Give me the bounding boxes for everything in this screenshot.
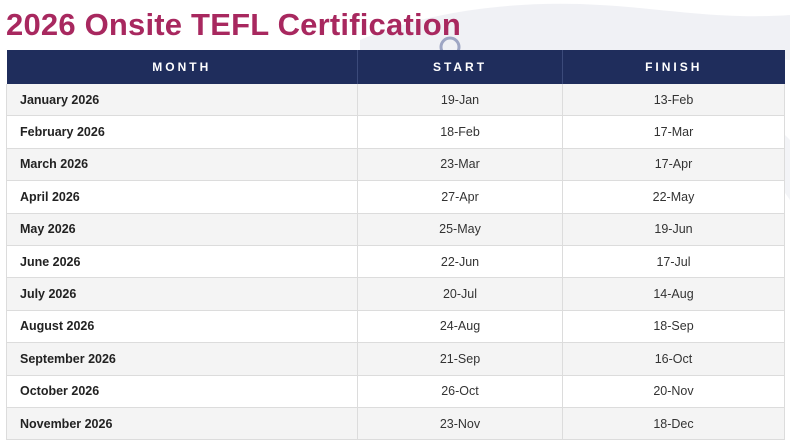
start-date-cell: 23-Mar: [357, 148, 563, 182]
finish-date-cell: 22-May: [562, 180, 785, 214]
start-date-cell: 22-Jun: [357, 245, 563, 279]
month-cell: May 2026: [6, 213, 358, 246]
finish-date-cell: 18-Sep: [562, 310, 785, 344]
table-row: November 2026 23-Nov 18-Dec: [6, 407, 785, 441]
month-cell: August 2026: [6, 310, 358, 344]
month-cell: September 2026: [6, 342, 358, 376]
start-date-cell: 20-Jul: [357, 277, 563, 311]
table-row: May 2026 25-May 19-Jun: [6, 213, 785, 246]
table-row: April 2026 27-Apr 22-May: [6, 180, 785, 214]
month-cell: April 2026: [6, 180, 358, 214]
schedule-table-container: MONTH START FINISH January 2026 19-Jan 13-…: [6, 50, 785, 441]
column-header-start: START: [357, 50, 563, 84]
month-cell: January 2026: [6, 84, 358, 117]
finish-date-cell: 14-Aug: [562, 277, 785, 311]
finish-date-cell: 17-Mar: [562, 115, 785, 149]
table-body: January 2026 19-Jan 13-Feb February 2026 18-…: [6, 84, 785, 441]
start-date-cell: 21-Sep: [357, 342, 563, 376]
finish-date-cell: 16-Oct: [562, 342, 785, 376]
finish-date-cell: 17-Apr: [562, 148, 785, 182]
month-cell: November 2026: [6, 407, 358, 441]
finish-date-cell: 18-Dec: [562, 407, 785, 441]
finish-date-cell: 13-Feb: [562, 84, 785, 117]
month-cell: June 2026: [6, 245, 358, 279]
column-header-month: MONTH: [6, 50, 358, 84]
month-cell: March 2026: [6, 148, 358, 182]
start-date-cell: 19-Jan: [357, 84, 563, 117]
month-cell: October 2026: [6, 375, 358, 408]
start-date-cell: 23-Nov: [357, 407, 563, 441]
table-row: March 2026 23-Mar 17-Apr: [6, 148, 785, 182]
start-date-cell: 18-Feb: [357, 115, 563, 149]
column-header-finish: FINISH: [562, 50, 785, 84]
start-date-cell: 24-Aug: [357, 310, 563, 344]
page-title: 2026 Onsite TEFL Certification: [6, 7, 462, 42]
table-row: October 2026 26-Oct 20-Nov: [6, 375, 785, 408]
month-cell: February 2026: [6, 115, 358, 149]
start-date-cell: 26-Oct: [357, 375, 563, 408]
finish-date-cell: 19-Jun: [562, 213, 785, 246]
table-row: August 2026 24-Aug 18-Sep: [6, 310, 785, 344]
schedule-table: MONTH START FINISH January 2026 19-Jan 13-…: [6, 50, 785, 441]
table-header-row: MONTH START FINISH: [6, 50, 785, 84]
table-row: February 2026 18-Feb 17-Mar: [6, 115, 785, 149]
start-date-cell: 25-May: [357, 213, 563, 246]
table-row: July 2026 20-Jul 14-Aug: [6, 277, 785, 311]
table-row: September 2026 21-Sep 16-Oct: [6, 342, 785, 376]
start-date-cell: 27-Apr: [357, 180, 563, 214]
table-row: June 2026 22-Jun 17-Jul: [6, 245, 785, 279]
finish-date-cell: 17-Jul: [562, 245, 785, 279]
table-row: January 2026 19-Jan 13-Feb: [6, 84, 785, 117]
finish-date-cell: 20-Nov: [562, 375, 785, 408]
month-cell: July 2026: [6, 277, 358, 311]
